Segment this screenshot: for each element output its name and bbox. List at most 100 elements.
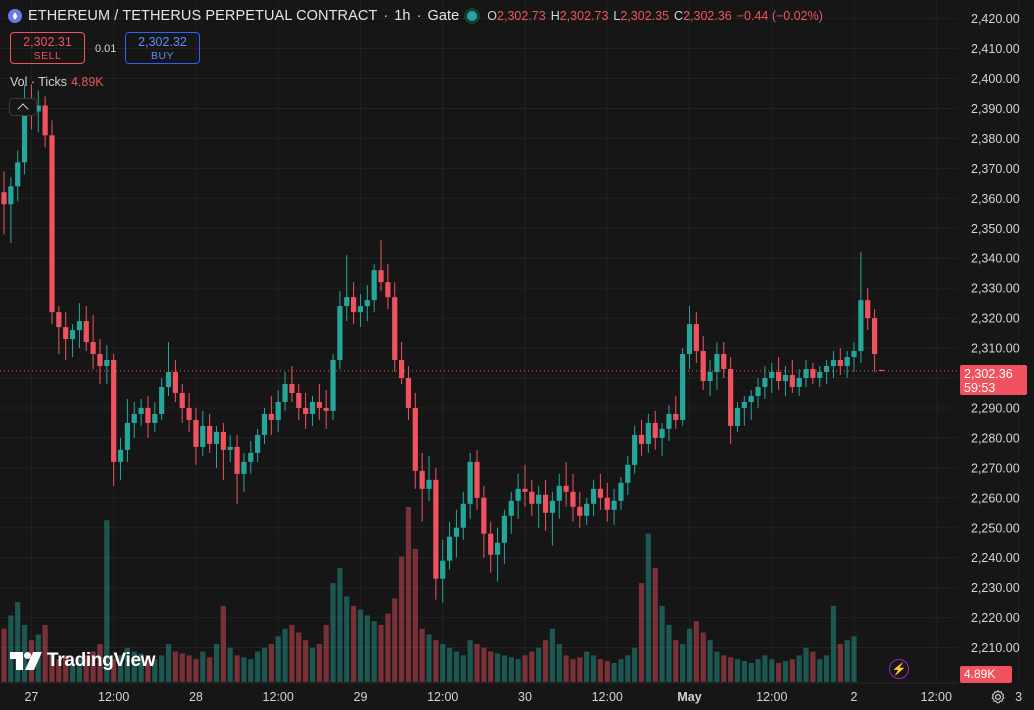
sell-label: SELL	[33, 50, 62, 62]
volume-bar	[769, 659, 775, 682]
candle-body	[213, 431, 220, 444]
volume-bar	[234, 655, 240, 682]
candle-body	[337, 306, 343, 361]
candle-body	[871, 318, 878, 355]
candle-body	[433, 479, 439, 579]
candle-body	[364, 300, 370, 307]
price-tick-label: 2,230.00	[971, 581, 1020, 595]
volume-bar	[145, 655, 151, 682]
volume-bar	[268, 643, 274, 682]
candle-body	[21, 99, 28, 163]
price-tick-label: 2,400.00	[971, 72, 1020, 86]
candle-body	[474, 461, 480, 498]
volume-bar	[76, 659, 83, 682]
candle-body	[165, 372, 172, 387]
candle-body	[597, 488, 603, 498]
volume-bar	[213, 643, 220, 682]
volume-bar	[680, 643, 686, 682]
candle-body	[124, 422, 130, 450]
volume-bar	[686, 628, 693, 682]
volume-bar	[282, 628, 288, 682]
volume-bar	[522, 655, 528, 682]
time-axis[interactable]: 27 12:00 28 12:00 29 12:00 30 12:00 May 12:00 2 12:…	[24, 690, 1034, 704]
candle-body	[419, 470, 425, 489]
candle-body	[69, 330, 76, 340]
ohlc-open: O2,302.73	[487, 9, 546, 23]
candle-body	[97, 354, 103, 367]
candle-body	[570, 491, 576, 507]
candle-body	[789, 375, 795, 387]
volume-bar	[707, 640, 713, 682]
volume-bar	[419, 628, 425, 682]
candle-body	[508, 500, 514, 516]
price-axis[interactable]: 2,210.00 2,220.00 2,230.00 2,240.00 2,250.00…	[971, 12, 1020, 655]
candle-body	[172, 372, 178, 393]
candle-body	[351, 297, 357, 313]
volume-legend[interactable]: Vol · Ticks 4.89K	[10, 75, 104, 89]
candle-body	[625, 464, 631, 483]
volume-bar	[364, 615, 370, 682]
candle-body	[159, 386, 165, 414]
symbol-title[interactable]: ETHEREUM / TETHERUS PERPETUAL CONTRACT	[28, 8, 378, 24]
buy-button[interactable]: 2,302.32 BUY	[125, 32, 200, 64]
candle-body	[426, 479, 432, 489]
chevron-up-icon[interactable]	[9, 98, 37, 116]
volume-bar	[1, 628, 7, 682]
candle-body	[680, 354, 686, 420]
volume-bar	[728, 657, 734, 682]
volume-bar	[604, 661, 610, 682]
price-tick-label: 2,220.00	[971, 611, 1020, 625]
volume-bar	[357, 609, 364, 682]
price-tick-label: 2,240.00	[971, 551, 1020, 565]
volume-bar	[42, 624, 48, 682]
candle-body	[385, 282, 391, 298]
sell-button[interactable]: 2,302.31 SELL	[10, 32, 85, 64]
symbol-header[interactable]: ETHEREUM / TETHERUS PERPETUAL CONTRACT ·…	[8, 6, 828, 26]
candle-body	[405, 378, 412, 408]
candle-body	[652, 422, 658, 438]
volume-bar	[460, 655, 466, 682]
volume-bar	[481, 647, 487, 682]
volume-bar	[789, 659, 795, 682]
price-tick-label: 2,390.00	[971, 102, 1020, 116]
volume-bar	[83, 655, 89, 682]
candle-body	[63, 327, 69, 340]
volume-bar	[392, 598, 398, 682]
price-tick-label: 2,320.00	[971, 312, 1020, 326]
volume-bar	[165, 643, 172, 682]
buy-price: 2,302.32	[138, 35, 187, 49]
candle-body	[796, 378, 802, 387]
candle-body	[536, 494, 542, 504]
volume-bar	[97, 643, 103, 682]
candle-body	[844, 357, 850, 367]
candle-body	[220, 431, 226, 450]
exchange-label[interactable]: Gate	[427, 8, 460, 24]
volume-bar	[330, 583, 336, 682]
volume-bar	[618, 659, 624, 682]
volume-bar	[693, 621, 699, 682]
candle-body	[330, 360, 336, 411]
ohlc-low: L2,302.35	[613, 9, 670, 23]
candle-body	[378, 270, 384, 283]
candle-body	[611, 500, 617, 510]
volume-bar	[453, 651, 460, 682]
candle-body	[261, 413, 268, 435]
time-tick-label: May	[677, 690, 701, 704]
volume-bar	[563, 655, 569, 682]
time-tick-label: 29	[354, 690, 368, 704]
tradingview-logo[interactable]: TradingView	[10, 650, 156, 672]
lightning-icon[interactable]: ⚡	[889, 659, 909, 679]
ohlc-change: −0.44 (−0.02%)	[736, 9, 823, 23]
candle-body	[604, 497, 610, 510]
candle-body	[618, 482, 624, 501]
price-tick-label: 2,310.00	[971, 342, 1020, 356]
price-candles	[1, 84, 885, 603]
gear-icon[interactable]	[989, 688, 1007, 706]
volume-bar	[303, 640, 309, 682]
interval-label[interactable]: 1h	[394, 8, 411, 24]
candle-body	[76, 321, 83, 331]
candle-body	[289, 383, 295, 393]
candle-body	[186, 407, 192, 420]
time-tick-label: 2	[851, 690, 858, 704]
